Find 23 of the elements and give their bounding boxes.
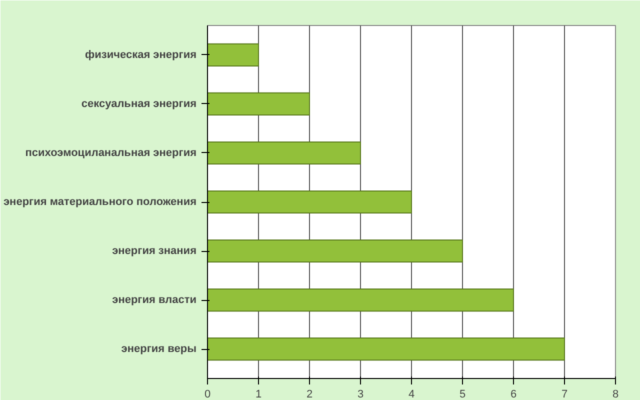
x-tick-label: 7 bbox=[561, 388, 568, 400]
y-tick-label: физическая энергия bbox=[84, 48, 197, 61]
y-tick-label: сексуальная энергия bbox=[81, 98, 196, 110]
bar bbox=[208, 190, 412, 214]
x-tick-label: 8 bbox=[612, 388, 619, 400]
y-tick-label: энергия материального положения bbox=[3, 196, 196, 208]
x-tick-label: 5 bbox=[459, 388, 466, 400]
y-tick-label: психоэмоциланальная энергия bbox=[25, 146, 196, 159]
bar bbox=[208, 92, 310, 116]
y-tick-label: энергия власти bbox=[112, 294, 197, 306]
bar bbox=[208, 288, 514, 312]
x-tick-label: 1 bbox=[255, 388, 262, 400]
y-tick-label: энергия знания bbox=[112, 245, 197, 258]
bar bbox=[208, 43, 259, 66]
bar bbox=[208, 141, 361, 165]
bar bbox=[208, 338, 565, 361]
x-tick-label: 3 bbox=[357, 388, 364, 400]
bar bbox=[208, 239, 463, 263]
x-tick-label: 4 bbox=[408, 388, 415, 400]
x-tick-label: 6 bbox=[510, 388, 517, 400]
x-tick-label: 0 bbox=[204, 388, 211, 400]
x-tick-label: 2 bbox=[306, 388, 313, 400]
y-tick-label: энергия веры bbox=[121, 343, 197, 356]
